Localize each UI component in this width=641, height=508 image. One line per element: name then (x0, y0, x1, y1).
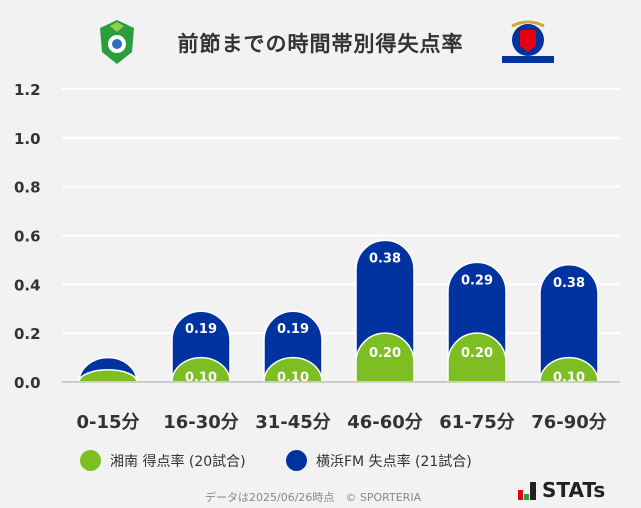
x-tick-label: 31-45分 (255, 412, 331, 433)
x-tick-label: 16-30分 (163, 412, 239, 433)
legend-item-shonan: 湘南 得点率 (20試合) (80, 450, 246, 471)
data-label: 0.29 (461, 273, 493, 288)
bar-green (539, 356, 599, 383)
data-label: 0.19 (277, 322, 309, 337)
data-label: 0.38 (553, 276, 585, 291)
bar-green (263, 356, 323, 383)
data-label: 0.20 (369, 346, 401, 361)
x-tick-label: 76-90分 (531, 412, 607, 433)
marinos-logo (498, 18, 558, 66)
data-label: 0.20 (461, 346, 493, 361)
data-label: 0.10 (553, 371, 585, 386)
chart-title: 前節までの時間帯別得失点率 (177, 32, 464, 56)
data-label: 0.10 (185, 371, 217, 386)
x-tick-label: 0-15分 (76, 412, 139, 433)
y-tick-label: 1.2 (14, 81, 41, 99)
legend-swatch-blue (286, 450, 307, 471)
bar-green (171, 356, 231, 383)
data-label: 0.19 (185, 322, 217, 337)
stats-bars-icon (518, 482, 536, 500)
data-label: 0.38 (369, 251, 401, 266)
data-label: 0.10 (277, 371, 309, 386)
stats-text: STATs (542, 478, 606, 502)
legend-item-yokohama: 横浜FM 失点率 (21試合) (286, 450, 472, 471)
y-tick-label: 1.0 (14, 130, 41, 148)
bar-green (447, 332, 507, 383)
legend-swatch-green (80, 450, 101, 471)
legend-label: 湘南 得点率 (20試合) (110, 453, 246, 470)
x-tick-label: 46-60分 (347, 412, 423, 433)
y-tick-label: 0.6 (14, 228, 41, 246)
y-tick-label: 0.8 (14, 179, 41, 197)
footer-note: データは2025/06/26時点 © SPORTERIA (205, 491, 422, 504)
bar-chart: 0.0 0.2 0.4 0.6 0.8 1.0 1.2 0-15分 0.19 0.10 16-30分… (14, 81, 620, 433)
y-tick-label: 0.0 (14, 374, 41, 392)
x-tick-label: 61-75分 (439, 412, 515, 433)
y-tick-label: 0.4 (14, 276, 41, 294)
bar-green (355, 332, 415, 383)
bar-green (78, 369, 138, 383)
y-tick-label: 0.2 (14, 325, 41, 343)
stats-logo: STATs (518, 478, 605, 502)
bar-blue (539, 264, 599, 383)
legend-label: 横浜FM 失点率 (21試合) (316, 453, 472, 470)
shonan-logo (96, 18, 138, 66)
